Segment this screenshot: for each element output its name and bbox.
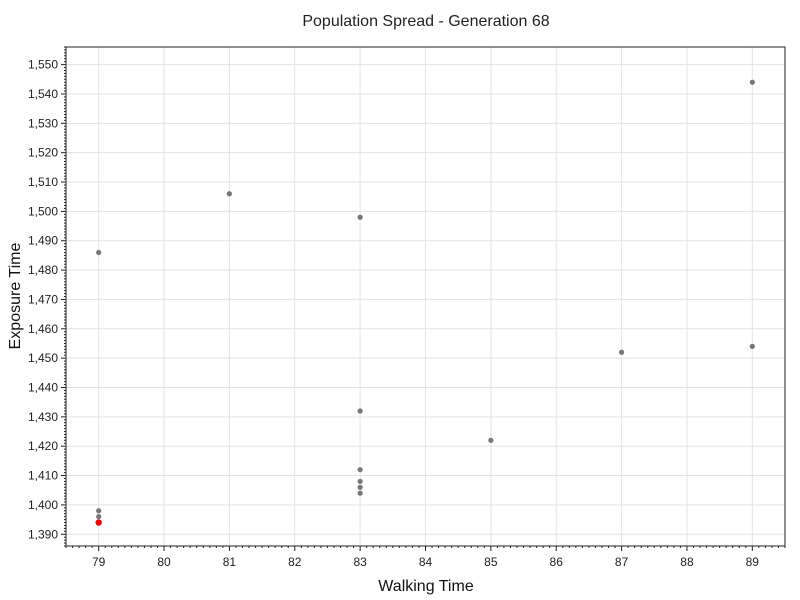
y-tick-label: 1,410	[28, 469, 58, 483]
data-point	[357, 484, 363, 490]
highlighted-data-point	[95, 519, 102, 526]
y-tick-label: 1,400	[28, 498, 58, 512]
data-point	[749, 343, 755, 349]
grid	[66, 47, 785, 546]
y-tick-label: 1,540	[28, 87, 58, 101]
data-point	[357, 408, 363, 414]
data-point	[226, 191, 233, 197]
data-point	[488, 437, 494, 443]
axis-ticks: 79 80 81 82 83 84 85 86 87 88 89 1,390 1,400 1,410 1,4…	[28, 46, 786, 569]
y-tick-label: 1,430	[28, 410, 58, 424]
y-tick-label: 1,390	[28, 527, 58, 541]
y-tick-label: 1,440	[28, 380, 58, 394]
y-tick-label: 1,520	[28, 146, 58, 160]
x-tick-label: 88	[680, 555, 694, 569]
y-tick-label: 1,450	[28, 351, 58, 365]
x-tick-label: 86	[550, 555, 564, 569]
y-tick-label: 1,470	[28, 292, 58, 306]
y-tick-label: 1,460	[28, 322, 58, 336]
x-tick-label: 80	[157, 555, 171, 569]
data-point	[618, 349, 625, 355]
x-tick-label: 87	[615, 555, 629, 569]
x-axis-label: Walking Time	[378, 578, 474, 595]
x-tick-label: 79	[92, 555, 106, 569]
data-point	[96, 514, 102, 520]
data-point	[357, 478, 363, 485]
data-point	[749, 79, 755, 85]
x-tick-label: 81	[223, 555, 237, 569]
y-tick-label: 1,490	[28, 234, 58, 248]
data-point	[357, 214, 363, 220]
chart-title: Population Spread - Generation 68	[302, 13, 549, 30]
data-point	[357, 490, 363, 496]
data-point	[96, 508, 102, 514]
y-tick-label: 1,530	[28, 116, 58, 130]
x-tick-label: 83	[353, 555, 367, 569]
y-tick-label: 1,420	[28, 439, 58, 453]
x-tick-label: 82	[288, 555, 302, 569]
y-tick-label: 1,500	[28, 204, 58, 218]
x-tick-label: 85	[484, 555, 498, 569]
y-tick-label: 1,550	[28, 58, 58, 72]
x-tick-label: 89	[746, 555, 760, 569]
y-tick-label: 1,480	[28, 263, 58, 277]
data-point	[357, 467, 363, 473]
y-axis-label: Exposure Time	[7, 243, 24, 350]
plot-frame	[65, 46, 786, 547]
y-tick-label: 1,510	[28, 175, 58, 189]
data-points	[95, 79, 755, 526]
data-point	[96, 249, 102, 256]
x-tick-label: 84	[419, 555, 433, 569]
